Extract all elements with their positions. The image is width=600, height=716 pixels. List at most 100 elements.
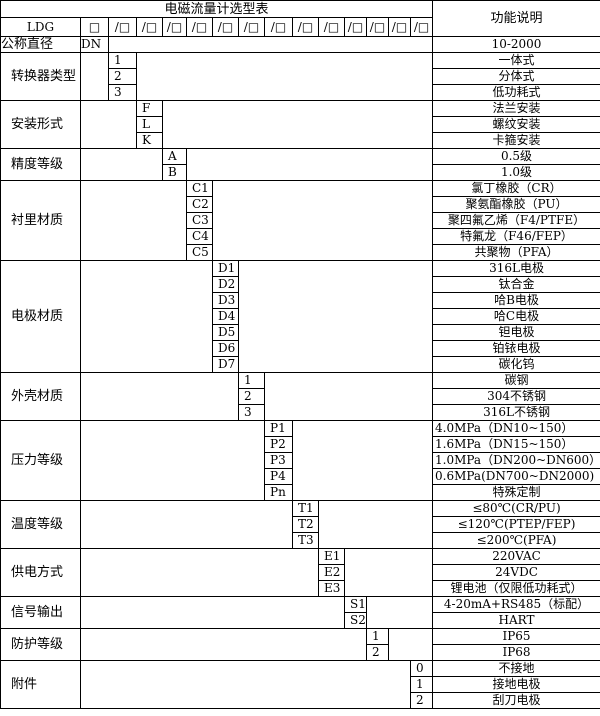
- blank-cell: [237, 260, 434, 373]
- option-row: 转换器类型 1 一体式: [0, 52, 600, 101]
- option-code: P3: [264, 452, 293, 469]
- option-desc: 螺纹安装: [432, 116, 600, 133]
- model-slot: /□: [162, 17, 187, 37]
- blank-cell: [80, 148, 163, 181]
- option-row: 精度等级 A 0.5级: [0, 148, 600, 181]
- option-desc: 1.0级: [432, 164, 600, 181]
- section-label: 衬里材质: [0, 180, 81, 261]
- section-label: 电极材质: [0, 260, 81, 373]
- option-code: E2: [318, 564, 345, 581]
- option-desc: 一体式: [432, 52, 600, 69]
- model-slot: /□: [318, 17, 345, 37]
- option-code: 1: [238, 372, 265, 389]
- model-slot: /□: [366, 17, 389, 37]
- option-desc: 24VDC: [432, 564, 600, 581]
- option-code: D1: [212, 260, 239, 277]
- option-desc: 304不锈钢: [432, 388, 600, 405]
- blank-cell: [80, 660, 411, 709]
- option-code: A: [162, 148, 187, 165]
- option-row: 3 低功耗式: [1, 84, 600, 101]
- option-code: 3: [238, 404, 265, 421]
- option-desc: ≤80℃(CR/PU): [432, 500, 600, 517]
- blank-cell: [161, 100, 434, 149]
- option-row: D5 钽电极: [1, 324, 600, 341]
- option-row: 供电方式 E1 220VAC: [0, 548, 600, 597]
- option-code: D7: [212, 356, 239, 373]
- blank-cell: [80, 420, 265, 501]
- option-row: C2 聚氨酯橡胶（PU）: [1, 196, 600, 213]
- blank-cell: [263, 372, 434, 421]
- option-desc: ≤200℃(PFA): [432, 532, 600, 549]
- option-code: E3: [318, 580, 345, 597]
- blank-cell: [80, 52, 109, 101]
- option-code: L: [136, 116, 163, 133]
- option-desc: 特氟龙（F46/FEP）: [432, 228, 600, 245]
- option-code: S2: [344, 612, 367, 629]
- option-desc: 卡箍安装: [432, 132, 600, 149]
- option-code: T1: [292, 500, 319, 517]
- nominal-row: 公称直径 DN 10-2000: [0, 36, 600, 53]
- blank-cell: [291, 420, 434, 501]
- option-row: 衬里材质 C1 氯丁橡胶（CR）: [0, 180, 600, 261]
- option-desc: 0.5级: [432, 148, 600, 165]
- option-code: K: [136, 132, 163, 149]
- option-code: S1: [344, 596, 367, 613]
- option-desc: 钽电极: [432, 324, 600, 341]
- option-code: 1: [366, 628, 389, 645]
- option-desc: 碳钢: [432, 372, 600, 389]
- option-desc: 不接地: [432, 660, 600, 677]
- option-code: D3: [212, 292, 239, 309]
- option-code: C2: [186, 196, 213, 213]
- option-row: 信号输出 S1 4-20mA+RS485（标配）: [0, 596, 600, 629]
- model-slot: /□: [212, 17, 239, 37]
- model-slot: □: [80, 17, 109, 37]
- option-code: 3: [108, 84, 137, 101]
- option-desc: 聚四氟乙烯（F4/PTFE）: [432, 212, 600, 229]
- option-code: D5: [212, 324, 239, 341]
- option-desc: ≤120℃(PTEP/FEP): [432, 516, 600, 533]
- option-desc: 法兰安装: [432, 100, 600, 117]
- option-code: D6: [212, 340, 239, 357]
- option-desc: 碳化钨: [432, 356, 600, 373]
- title-row: 电磁流量计选型表 功能说明: [0, 0, 600, 37]
- blank-cell: [365, 596, 434, 629]
- blank-cell: [80, 260, 213, 373]
- option-desc: 4-20mA+RS485（标配）: [432, 596, 600, 613]
- blank-cell: [80, 372, 239, 421]
- option-desc: IP68: [432, 644, 600, 661]
- blank-cell: [80, 500, 293, 549]
- function-header: 功能说明: [432, 0, 600, 37]
- option-desc: 共聚物（PFA）: [432, 244, 600, 261]
- option-desc: 聚氨酯橡胶（PU）: [432, 196, 600, 213]
- section-label: 压力等级: [0, 420, 81, 501]
- model-slot: /□: [292, 17, 319, 37]
- blank-cell: [343, 548, 434, 597]
- option-code: C1: [186, 180, 213, 197]
- option-desc: 220VAC: [432, 548, 600, 565]
- option-code: Pn: [264, 484, 293, 501]
- model-slot: /□: [264, 17, 293, 37]
- option-row: 附件 0 不接地: [0, 660, 600, 709]
- option-desc: 氯丁橡胶（CR）: [432, 180, 600, 197]
- option-desc: 刮刀电极: [432, 692, 600, 709]
- option-row: D6 铂铱电极: [1, 340, 600, 357]
- section-label: 供电方式: [0, 548, 81, 597]
- option-code: D2: [212, 276, 239, 293]
- blank-cell: [107, 36, 434, 53]
- option-code: 1: [409, 676, 434, 693]
- blank-cell: [211, 180, 434, 261]
- blank-cell: [80, 628, 367, 661]
- option-desc: HART: [432, 612, 600, 629]
- option-row: 2 刮刀电极: [1, 692, 600, 709]
- option-code: 2: [409, 692, 434, 709]
- section-label: 附件: [0, 660, 81, 709]
- option-code: B: [162, 164, 187, 181]
- option-code: C5: [186, 244, 213, 261]
- option-desc: 哈B电极: [432, 292, 600, 309]
- option-code: 2: [366, 644, 389, 661]
- option-code: F: [136, 100, 163, 117]
- option-row: 电极材质 D1 316L电极: [0, 260, 600, 373]
- nominal-label: 公称直径: [0, 36, 81, 53]
- section-label: 安装形式: [0, 100, 81, 149]
- option-desc: 4.0MPa（DN10~150）: [432, 420, 600, 437]
